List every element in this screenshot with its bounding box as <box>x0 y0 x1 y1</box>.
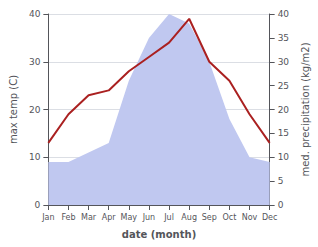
svg-text:25: 25 <box>278 81 289 91</box>
svg-text:Apr: Apr <box>102 213 117 222</box>
svg-text:max temp (C): max temp (C) <box>8 75 19 144</box>
svg-text:med. precipitation (kg/m2): med. precipitation (kg/m2) <box>300 42 311 176</box>
svg-text:30: 30 <box>29 57 41 67</box>
svg-text:10: 10 <box>278 152 290 162</box>
svg-text:date (month): date (month) <box>122 229 196 240</box>
svg-text:Jul: Jul <box>163 213 174 222</box>
svg-text:20: 20 <box>278 105 290 115</box>
svg-text:Oct: Oct <box>222 213 236 222</box>
svg-text:Jun: Jun <box>142 213 156 222</box>
svg-text:30: 30 <box>278 57 290 67</box>
svg-text:40: 40 <box>278 9 290 19</box>
svg-text:Dec: Dec <box>262 213 277 222</box>
svg-text:15: 15 <box>278 128 289 138</box>
svg-text:5: 5 <box>278 176 284 186</box>
svg-text:Sep: Sep <box>202 213 217 222</box>
svg-text:Mar: Mar <box>81 213 97 222</box>
svg-text:0: 0 <box>278 200 284 210</box>
svg-text:35: 35 <box>278 33 289 43</box>
svg-text:Feb: Feb <box>61 213 75 222</box>
svg-text:Aug: Aug <box>181 213 197 222</box>
svg-text:40: 40 <box>29 9 41 19</box>
svg-text:May: May <box>121 213 138 222</box>
svg-text:20: 20 <box>29 105 41 115</box>
svg-text:10: 10 <box>29 152 41 162</box>
svg-text:0: 0 <box>35 200 41 210</box>
svg-text:Nov: Nov <box>242 213 258 222</box>
svg-text:Jan: Jan <box>41 213 54 222</box>
